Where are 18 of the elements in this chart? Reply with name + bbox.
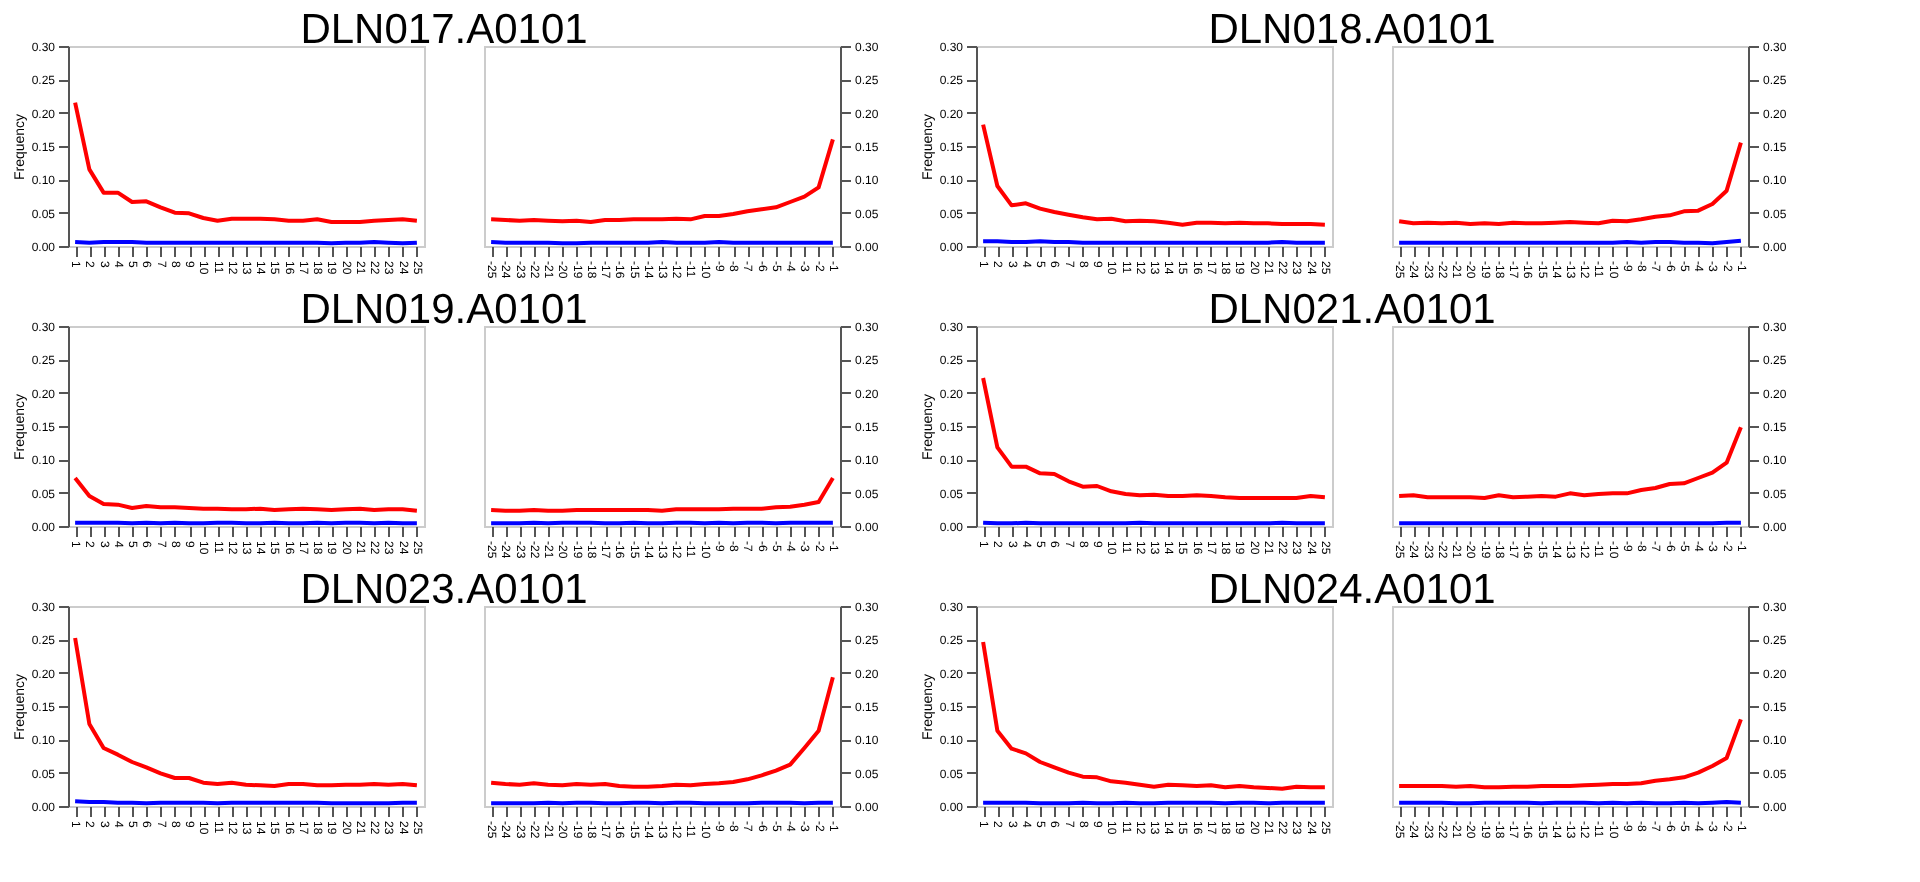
line-series (981, 640, 1327, 791)
line-series (73, 476, 419, 513)
line-series (981, 376, 1327, 500)
line-series (489, 137, 835, 224)
chart-title: DLN023.A0101 (300, 567, 588, 613)
line-series (1397, 425, 1743, 500)
line-series (73, 100, 419, 224)
line-series (981, 122, 1327, 227)
line-series (489, 476, 835, 513)
chart-title: DLN021.A0101 (1208, 287, 1496, 333)
line-series (489, 675, 835, 789)
chart-title: DLN018.A0101 (1208, 7, 1496, 53)
line-series (1397, 717, 1743, 790)
chart-title: DLN017.A0101 (300, 7, 588, 53)
line-series (73, 636, 419, 788)
line-series (1397, 140, 1743, 226)
chart-title: DLN024.A0101 (1208, 567, 1496, 613)
chart-title: DLN019.A0101 (300, 287, 588, 333)
